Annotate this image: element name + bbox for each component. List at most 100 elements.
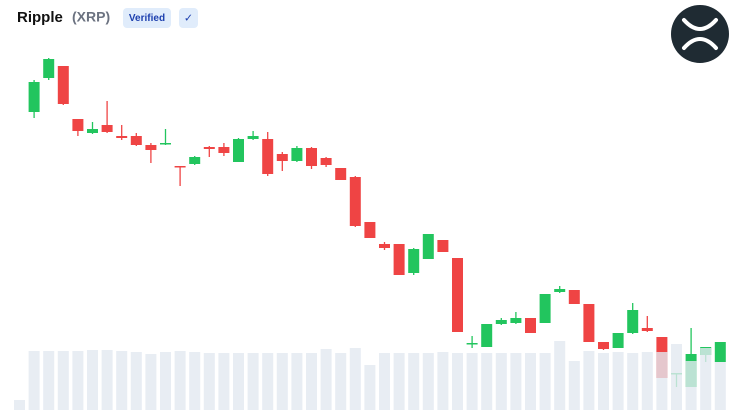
candle-body xyxy=(510,318,522,323)
volume-bar xyxy=(145,354,157,410)
candle-body xyxy=(130,136,142,145)
candle-body xyxy=(218,147,230,153)
volume-bar xyxy=(714,362,726,410)
candle-body xyxy=(291,148,303,161)
volume-bar xyxy=(393,353,405,410)
candle-body xyxy=(466,343,478,345)
candle-body xyxy=(481,324,493,347)
candle-body xyxy=(641,328,653,331)
volume-bar xyxy=(57,351,69,410)
volume-bar xyxy=(203,353,215,410)
volume-bar xyxy=(101,350,113,410)
candle-body xyxy=(160,143,171,145)
verified-text: Verified xyxy=(129,13,165,24)
volume-bar xyxy=(189,352,201,410)
volume-bar xyxy=(627,353,639,410)
candle-body xyxy=(612,333,624,348)
volume-bar xyxy=(525,353,536,410)
candle-body xyxy=(320,158,332,165)
volume-bar xyxy=(130,352,142,410)
volume-bar xyxy=(598,353,609,410)
candle-body xyxy=(247,136,259,139)
volume-bar xyxy=(656,352,668,410)
volume-bar xyxy=(233,353,244,410)
volume-bar xyxy=(481,353,493,410)
volume-bar xyxy=(116,351,128,410)
volume-bar xyxy=(671,344,682,410)
volume-bar xyxy=(28,351,40,410)
candle-body xyxy=(276,154,288,161)
volume-bar xyxy=(43,351,55,410)
candle-body xyxy=(525,318,536,333)
volume-bar xyxy=(262,353,274,410)
volume-bar xyxy=(495,353,507,410)
volume-bar xyxy=(335,353,347,410)
candle-body xyxy=(598,342,609,349)
coin-ticker: (XRP) xyxy=(72,9,110,25)
candle-body xyxy=(364,222,376,238)
candle-body xyxy=(568,290,580,304)
volume-bar xyxy=(641,352,653,410)
volume-bar xyxy=(612,352,624,410)
candle-body xyxy=(422,234,434,259)
candle-body xyxy=(393,244,405,275)
xrp-logo xyxy=(671,5,729,63)
volume-bar xyxy=(379,353,390,410)
volume-bar xyxy=(510,353,522,410)
volume-bar xyxy=(87,350,98,410)
volume-bar xyxy=(554,341,566,410)
candle-body xyxy=(87,129,98,133)
candle-body xyxy=(335,168,347,180)
candle-body xyxy=(452,258,463,332)
volume-bar xyxy=(174,351,186,410)
candle-body xyxy=(379,244,390,248)
volume-bar xyxy=(72,351,84,410)
volume-bar xyxy=(452,353,463,410)
candle-body xyxy=(72,119,84,131)
volume-bar xyxy=(364,365,376,410)
candle-body xyxy=(203,147,215,149)
candle-body xyxy=(437,240,449,252)
candle-body xyxy=(28,82,40,112)
candle-body xyxy=(116,136,128,138)
volume-bar xyxy=(306,353,317,410)
volume-bar xyxy=(218,353,230,410)
volume-bar xyxy=(14,400,25,410)
candle-body xyxy=(174,166,186,168)
volume-bar xyxy=(320,349,332,410)
volume-bar xyxy=(247,353,259,410)
candle-body xyxy=(583,304,595,342)
candle-body xyxy=(349,177,361,226)
candle-body xyxy=(262,139,274,174)
coin-name: Ripple xyxy=(17,9,63,26)
volume-bar xyxy=(700,348,712,410)
volume-bar xyxy=(160,352,171,410)
candle-body xyxy=(306,148,317,166)
candle-body xyxy=(408,249,420,273)
candle-body xyxy=(495,320,507,324)
candle-body xyxy=(233,139,244,162)
candle-body xyxy=(189,157,201,164)
volume-bar xyxy=(539,353,551,410)
volume-bar xyxy=(349,348,361,410)
volume-bar xyxy=(422,353,434,410)
candle-body xyxy=(145,145,157,150)
candle-body xyxy=(627,310,639,333)
candle-body xyxy=(57,66,69,104)
volume-bar xyxy=(568,361,580,410)
candle-body xyxy=(554,289,566,292)
volume-bar xyxy=(466,353,478,410)
volume-bar xyxy=(583,351,595,410)
candle-body xyxy=(714,342,726,362)
candle-body xyxy=(101,125,113,132)
verified-badge xyxy=(123,8,171,28)
volume-bar xyxy=(276,353,288,410)
check-text: ✓ xyxy=(184,12,193,24)
volume-bar xyxy=(685,361,697,410)
volume-bar xyxy=(408,353,420,410)
volume-bar xyxy=(437,352,449,410)
candle-body xyxy=(539,294,551,323)
candle-body xyxy=(43,59,55,78)
check-badge xyxy=(179,8,198,28)
